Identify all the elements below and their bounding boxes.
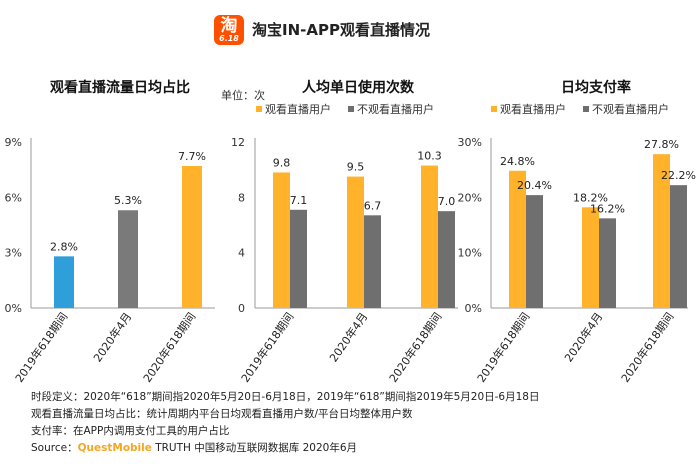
y-tick-label: 8	[238, 191, 245, 204]
footer-period-definition: 时段定义：2020年“618”期间指2020年5月20日-6月18日，2019年…	[31, 391, 540, 403]
y-tick-label: 6%	[5, 191, 22, 204]
bar	[347, 176, 364, 308]
footer-notes: 时段定义：2020年“618”期间指2020年5月20日-6月18日，2019年…	[31, 389, 691, 457]
chart-title: 观看直播流量日均占比	[50, 79, 190, 96]
logo-sub: 6.18	[219, 34, 239, 43]
bar	[54, 256, 74, 308]
page-title: 淘宝IN-APP观看直播情况	[252, 21, 430, 39]
data-label: 7.7%	[178, 150, 206, 163]
data-label: 5.3%	[114, 194, 142, 207]
data-label: 9.8	[273, 156, 291, 169]
x-tick-label: 2020年4月	[90, 310, 134, 365]
source-label: Source：	[31, 442, 78, 454]
legend-label: 观看直播用户	[265, 102, 331, 116]
data-label: 27.8%	[644, 138, 679, 151]
y-tick-label: 10%	[458, 247, 482, 260]
data-label: 9.5	[347, 161, 365, 174]
source-brand: QuestMobile	[77, 442, 152, 454]
legend-swatch	[256, 106, 262, 112]
bar	[526, 195, 543, 308]
data-label: 22.2%	[661, 169, 696, 182]
legend-swatch	[348, 106, 354, 112]
chart-title: 日均支付率	[561, 79, 631, 96]
bar	[599, 218, 616, 308]
logo-glyph: 淘	[220, 16, 238, 36]
bar	[582, 207, 599, 308]
bar	[364, 215, 381, 308]
bar	[438, 211, 455, 308]
footer-payment-definition: 支付率：在APP内调用支付工具的用户占比	[31, 425, 230, 437]
data-label: 10.3	[417, 150, 442, 163]
data-label: 20.4%	[517, 179, 552, 192]
footer-source: Source：QuestMobile TRUTH 中国移动互联网数据库 2020…	[31, 440, 691, 457]
y-tick-label: 12	[231, 136, 245, 149]
x-tick-label: 2020年4月	[326, 310, 370, 365]
legend-swatch	[583, 106, 589, 112]
x-tick-label: 2020年618期间	[386, 310, 445, 385]
y-tick-label: 30%	[458, 136, 482, 149]
x-tick-label: 2019年618期间	[238, 310, 297, 385]
y-tick-label: 4	[238, 247, 245, 260]
bar	[182, 165, 202, 308]
data-label: 16.2%	[590, 202, 625, 215]
data-label: 7.1	[290, 194, 308, 207]
legend-swatch	[491, 106, 497, 112]
footer-traffic-definition: 观看直播流量日均占比：统计周期内平台日均观看直播用户数/平台日均整体用户数	[31, 408, 413, 420]
legend-label: 不观看直播用户	[592, 102, 669, 116]
chart-title: 人均单日使用次数	[302, 79, 415, 96]
bar	[118, 210, 138, 308]
header: 淘 6.18 淘宝IN-APP观看直播情况	[0, 0, 700, 62]
y-tick-label: 0%	[5, 302, 22, 315]
data-label: 18.2%	[573, 191, 608, 204]
x-tick-label: 2020年618期间	[140, 310, 199, 385]
bar	[273, 172, 290, 308]
y-tick-label: 9%	[5, 136, 22, 149]
bar	[670, 185, 687, 308]
y-tick-label: 0	[238, 302, 245, 315]
unit-label: 单位：次	[221, 88, 265, 102]
data-label: 24.8%	[500, 155, 535, 168]
x-tick-label: 2020年618期间	[618, 310, 677, 385]
charts-area: 观看直播流量日均占比 9% 6% 3% 0% 2.8% 2019年618期间 5.3% 2020…	[5, 79, 696, 385]
taobao-logo-icon: 淘 6.18	[214, 15, 244, 45]
bar	[653, 154, 670, 308]
data-label: 6.7	[364, 199, 382, 212]
y-tick-label: 0%	[465, 302, 482, 315]
source-rest: TRUTH 中国移动互联网数据库 2020年6月	[151, 442, 357, 454]
x-tick-label: 2019年618期间	[12, 310, 71, 385]
bar	[290, 209, 307, 308]
data-label: 2.8%	[50, 240, 78, 253]
x-tick-label: 2020年4月	[561, 310, 605, 365]
legend-label: 观看直播用户	[500, 102, 566, 116]
legend-label: 不观看直播用户	[357, 102, 434, 116]
bar	[509, 170, 526, 308]
y-tick-label: 20%	[458, 191, 482, 204]
x-tick-label: 2019年618期间	[474, 310, 533, 385]
data-label: 7.0	[438, 195, 456, 208]
y-tick-label: 3%	[5, 247, 22, 260]
bar	[421, 165, 438, 308]
